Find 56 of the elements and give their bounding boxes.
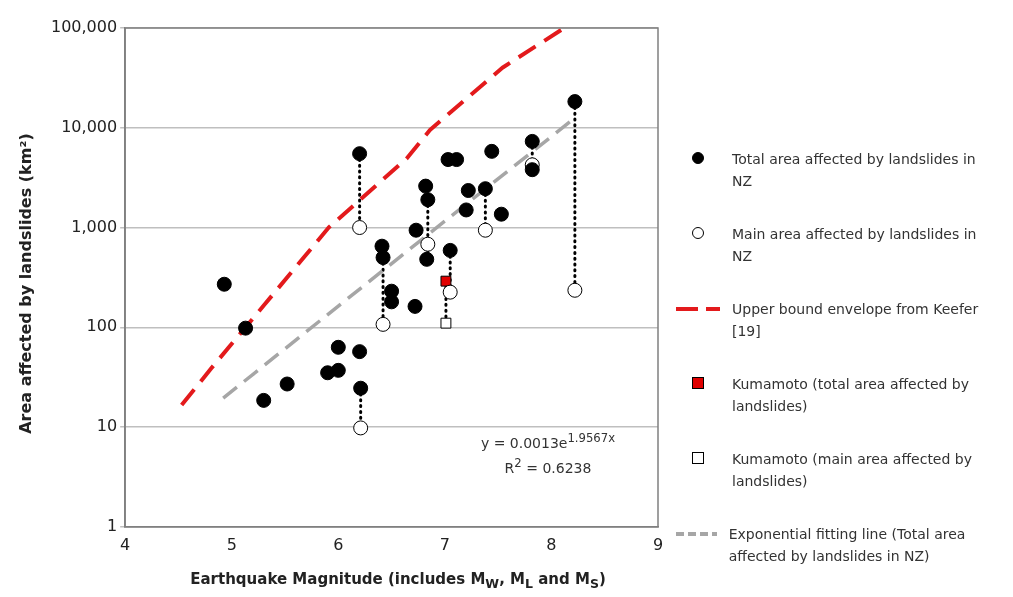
point	[375, 316, 391, 332]
point	[384, 294, 400, 310]
point	[477, 222, 493, 238]
point	[279, 376, 295, 392]
point	[524, 133, 540, 149]
point	[477, 181, 493, 197]
x-axis-title: Earthquake Magnitude (includes M$_{W}$, M$_{L}$ and M$_{S}$)	[189, 570, 607, 591]
annotation: y = 0.0013e$^{1.9567x}$	[479, 430, 617, 453]
point	[440, 275, 452, 287]
point	[330, 362, 346, 378]
point	[460, 183, 476, 198]
x-tick-label: 7	[439, 534, 450, 554]
point	[330, 339, 346, 355]
y-tick-label: 100	[86, 316, 118, 336]
point	[524, 162, 540, 178]
annotation: R$^{2}$ = 0.6238	[503, 454, 593, 478]
point	[440, 317, 452, 329]
x-tick-label: 4	[120, 534, 131, 554]
point	[352, 220, 368, 236]
point	[216, 276, 232, 292]
point	[567, 94, 583, 110]
y-tick-label: 10	[96, 416, 118, 436]
point	[493, 206, 509, 222]
y-tick-label: 1	[106, 515, 118, 535]
point	[238, 320, 254, 336]
point	[375, 250, 391, 266]
legend-label: Exponential fitting line (Total area affected by landslides in NZ)	[728, 525, 967, 566]
y-tick-label: 10,000	[61, 116, 118, 136]
point	[442, 242, 458, 258]
point	[353, 380, 369, 396]
x-tick-label: 5	[226, 534, 237, 554]
point	[419, 251, 435, 267]
point	[352, 344, 368, 360]
point	[353, 420, 369, 436]
point	[408, 222, 424, 238]
legend-label: Main area affected by landslides in NZ	[732, 225, 978, 266]
x-tick-label: 8	[546, 534, 557, 554]
legend-label: Kumamoto (total area affected by landslides)	[732, 375, 971, 416]
point	[407, 298, 423, 314]
legend-label: Total area affected by landslides in NZ	[732, 150, 977, 191]
point	[442, 284, 458, 300]
y-axis-title: Area affected by landslides (km²)	[15, 132, 35, 434]
point	[484, 143, 500, 159]
point	[420, 192, 436, 208]
x-tick-label: 6	[333, 534, 344, 554]
point	[420, 236, 436, 252]
point	[418, 178, 434, 194]
point	[352, 146, 368, 162]
legend-label: Kumamoto (main area affected by landslides)	[732, 450, 973, 491]
x-tick-label: 9	[652, 534, 664, 554]
y-tick-label: 1,000	[71, 216, 118, 236]
legend-label: Upper bound envelope from Keefer [19]	[732, 300, 980, 341]
y-tick-label: 100,000	[50, 17, 118, 37]
point	[256, 392, 272, 408]
point	[567, 282, 583, 298]
point	[458, 202, 474, 218]
